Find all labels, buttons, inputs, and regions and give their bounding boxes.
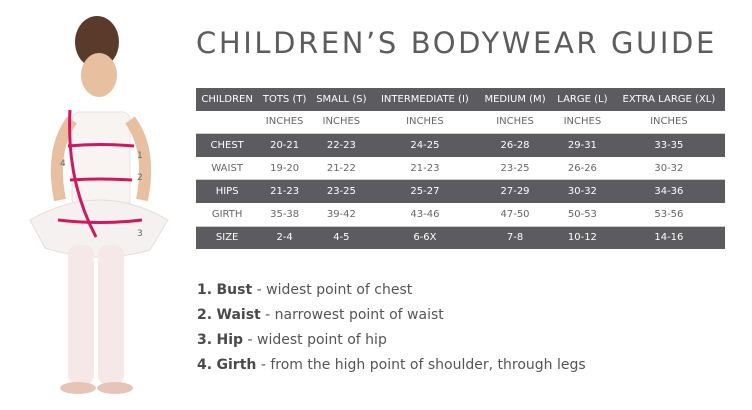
table-row: WAIST 19-20 21-22 21-23 23-25 26-26 30-32: [196, 156, 725, 181]
label-2: 2: [137, 173, 143, 183]
header-cell: EXTRA LARGE (XL): [612, 88, 725, 111]
legend-item: 2. Waist - narrowest point of waist: [197, 307, 444, 323]
measurement-legend: 1. Bust - widest point of chest 2. Waist…: [197, 282, 586, 382]
table-cell: 39-42: [310, 202, 372, 227]
legend-item: 4. Girth - from the high point of should…: [197, 357, 586, 373]
measurement-lines: [57, 109, 143, 238]
table-cell: 23-25: [478, 156, 553, 181]
table-cell: 14-16: [612, 226, 725, 250]
unit-cell: INCHES: [612, 110, 725, 135]
table-cell: 7-8: [478, 226, 553, 250]
row-label: SIZE: [196, 226, 259, 250]
table-cell: 30-32: [612, 156, 725, 181]
table-cell: 2-4: [258, 226, 311, 250]
table-cell: 50-53: [552, 202, 613, 227]
size-table: CHILDREN TOTS (T) SMALL (S) INTERMEDIATE…: [196, 88, 725, 250]
table-row: GIRTH 35-38 39-42 43-46 47-50 50-53 53-56: [196, 202, 725, 227]
table-cell: 34-36: [612, 179, 725, 203]
unit-cell: INCHES: [478, 110, 553, 135]
header-cell: LARGE (L): [552, 88, 613, 111]
header-cell: INTERMEDIATE (I): [371, 88, 479, 111]
unit-cell: INCHES: [371, 110, 479, 135]
table-row: CHEST 20-21 22-23 24-25 26-28 29-31 33-35: [196, 133, 725, 157]
unit-cell: [196, 110, 259, 135]
table-cell: 53-56: [612, 202, 725, 227]
table-cell: 6-6X: [371, 226, 479, 250]
legend-item: 3. Hip - widest point of hip: [197, 332, 387, 348]
table-cell: 29-31: [552, 133, 613, 157]
header-cell: CHILDREN: [196, 88, 259, 111]
table-cell: 43-46: [371, 202, 479, 227]
child-measurement-figure: 1 2 3 4: [29, 16, 169, 394]
table-cell: 26-26: [552, 156, 613, 181]
table-cell: 21-22: [310, 156, 372, 181]
table-cell: 24-25: [371, 133, 479, 157]
table-cell: 20-21: [258, 133, 311, 157]
label-1: 1: [137, 151, 143, 161]
header-cell: TOTS (T): [258, 88, 311, 111]
header-cell: MEDIUM (M): [478, 88, 553, 111]
table-row: SIZE 2-4 4-5 6-6X 7-8 10-12 14-16: [196, 226, 725, 250]
table-cell: 26-28: [478, 133, 553, 157]
table-cell: 10-12: [552, 226, 613, 250]
table-cell: 21-23: [258, 179, 311, 203]
table-cell: 27-29: [478, 179, 553, 203]
table-cell: 33-35: [612, 133, 725, 157]
table-row: HIPS 21-23 23-25 25-27 27-29 30-32 34-36: [196, 179, 725, 203]
table-cell: 4-5: [310, 226, 372, 250]
unit-cell: INCHES: [258, 110, 311, 135]
row-label: HIPS: [196, 179, 259, 203]
unit-cell: INCHES: [310, 110, 372, 135]
table-header-row: CHILDREN TOTS (T) SMALL (S) INTERMEDIATE…: [196, 88, 725, 111]
header-cell: SMALL (S): [310, 88, 372, 111]
row-label: GIRTH: [196, 202, 259, 227]
table-cell: 35-38: [258, 202, 311, 227]
table-cell: 23-25: [310, 179, 372, 203]
label-3: 3: [137, 229, 143, 239]
table-cell: 19-20: [258, 156, 311, 181]
table-cell: 30-32: [552, 179, 613, 203]
row-label: WAIST: [196, 156, 259, 181]
table-cell: 22-23: [310, 133, 372, 157]
page-title: CHILDREN’S BODYWEAR GUIDE: [196, 26, 717, 60]
table-cell: 21-23: [371, 156, 479, 181]
legend-item: 1. Bust - widest point of chest: [197, 282, 413, 298]
row-label: CHEST: [196, 133, 259, 157]
table-cell: 25-27: [371, 179, 479, 203]
units-row: INCHES INCHES INCHES INCHES INCHES INCHE…: [196, 110, 725, 135]
unit-cell: INCHES: [552, 110, 613, 135]
table-cell: 47-50: [478, 202, 553, 227]
label-4: 4: [60, 159, 66, 169]
